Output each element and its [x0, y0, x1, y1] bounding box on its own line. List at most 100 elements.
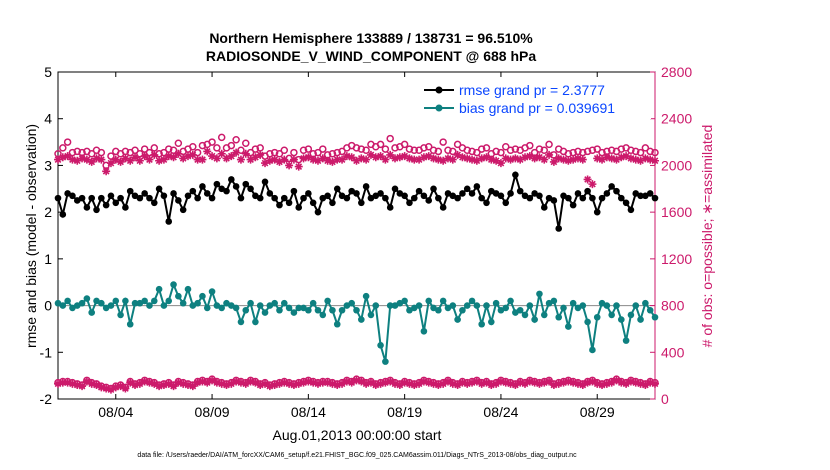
- data-point: [343, 194, 351, 202]
- obs-assimilated-point: [145, 378, 154, 387]
- obs-assimilated-point: [323, 156, 332, 165]
- obs-assimilated-point: [391, 379, 400, 388]
- obs-assimilated-point: [222, 380, 231, 389]
- data-point: [608, 183, 615, 190]
- obs-assimilated-point: [82, 377, 91, 386]
- data-point: [603, 302, 611, 309]
- data-point: [425, 197, 433, 204]
- obs-possible-point: [583, 147, 592, 156]
- obs-possible-point: [506, 146, 515, 154]
- obs-assimilated-point: [179, 154, 188, 163]
- data-point: [358, 316, 365, 323]
- obs-assimilated-point: [535, 379, 544, 388]
- obs-assimilated-point: [155, 382, 164, 391]
- data-point: [199, 183, 206, 190]
- data-point: [367, 311, 375, 319]
- obs-assimilated-point: [169, 153, 178, 162]
- obs-assimilated-point: [357, 377, 366, 386]
- obs-assimilated-point: [612, 376, 621, 385]
- data-point: [420, 327, 428, 335]
- data-point: [550, 297, 558, 305]
- obs-assimilated-point: [626, 377, 635, 386]
- data-point: [266, 190, 274, 197]
- data-point: [613, 302, 620, 309]
- obs-assimilated-point: [131, 153, 140, 162]
- data-point: [54, 194, 62, 202]
- data-point: [64, 297, 71, 305]
- data-point: [646, 306, 654, 314]
- obs-possible-point: [304, 145, 313, 153]
- data-point: [502, 304, 510, 312]
- data-point: [280, 299, 288, 307]
- obs-possible-point: [266, 150, 274, 158]
- obs-possible-point: [381, 145, 390, 153]
- legend-rmse-label: rmse grand pr = 2.3777: [459, 82, 605, 98]
- obs-assimilated-point: [232, 377, 241, 386]
- obs-possible-point: [463, 146, 471, 154]
- data-point: [406, 199, 413, 207]
- obs-assimilated-point: [588, 180, 597, 189]
- obs-assimilated-point: [554, 379, 563, 388]
- obs-possible-point: [362, 146, 370, 154]
- obs-assimilated-point: [159, 380, 168, 389]
- data-point: [184, 192, 192, 200]
- data-point: [651, 313, 659, 321]
- data-point: [463, 302, 471, 309]
- data-point: [112, 199, 120, 207]
- obs-assimilated-point: [97, 155, 106, 164]
- data-point: [651, 194, 659, 202]
- data-point: [276, 201, 283, 209]
- obs-assimilated-point: [121, 154, 130, 163]
- obs-possible-point: [299, 146, 308, 154]
- obs-assimilated-point: [68, 155, 77, 164]
- obs-assimilated-point: [217, 379, 226, 388]
- data-point: [218, 304, 225, 312]
- obs-assimilated-point: [395, 153, 404, 162]
- obs-assimilated-point: [208, 376, 217, 385]
- data-point: [329, 306, 336, 314]
- data-point: [59, 302, 67, 309]
- obs-assimilated-point: [540, 155, 549, 164]
- obs-assimilated-point: [641, 380, 650, 389]
- obs-assimilated-point: [294, 162, 303, 171]
- data-point: [102, 201, 110, 209]
- data-file-footnote: data file: /Users/raeder/DAI/ATM_forcXX/…: [137, 452, 577, 459]
- obs-assimilated-point: [646, 378, 655, 387]
- obs-assimilated-point: [313, 156, 322, 165]
- obs-assimilated-point: [511, 380, 520, 389]
- obs-assimilated-point: [371, 380, 380, 389]
- obs-assimilated-point: [342, 377, 351, 386]
- obs-possible-point: [477, 145, 486, 153]
- data-point: [199, 292, 206, 300]
- data-point: [59, 211, 67, 218]
- obs-assimilated-point: [169, 382, 178, 391]
- obs-possible-point: [275, 150, 284, 158]
- data-point: [333, 320, 341, 328]
- data-point: [410, 194, 418, 202]
- data-point: [184, 285, 192, 293]
- obs-possible-point: [449, 147, 457, 156]
- obs-assimilated-point: [376, 152, 385, 161]
- obs-possible-point: [607, 146, 616, 154]
- obs-assimilated-point: [487, 380, 496, 389]
- obs-possible-point: [588, 146, 597, 154]
- obs-assimilated-point: [573, 154, 582, 163]
- obs-assimilated-point: [150, 379, 159, 388]
- obs-assimilated-point: [646, 155, 655, 164]
- obs-assimilated-point: [203, 378, 212, 387]
- data-point: [160, 302, 168, 309]
- obs-assimilated-point: [256, 380, 265, 389]
- y-axis-right-label: # of obs: o=possible; ∗=assimilated: [699, 125, 715, 348]
- obs-assimilated-point: [395, 380, 404, 389]
- obs-assimilated-point: [352, 156, 361, 165]
- obs-assimilated-point: [641, 154, 650, 163]
- obs-assimilated-point: [540, 378, 549, 387]
- obs-assimilated-point: [362, 155, 371, 164]
- obs-assimilated-point: [376, 379, 385, 388]
- y-right-tick-label: 1600: [661, 204, 692, 220]
- obs-assimilated-point: [357, 154, 366, 163]
- data-point: [642, 299, 649, 307]
- y-right-tick-label: 2400: [661, 111, 692, 127]
- data-point: [463, 185, 471, 193]
